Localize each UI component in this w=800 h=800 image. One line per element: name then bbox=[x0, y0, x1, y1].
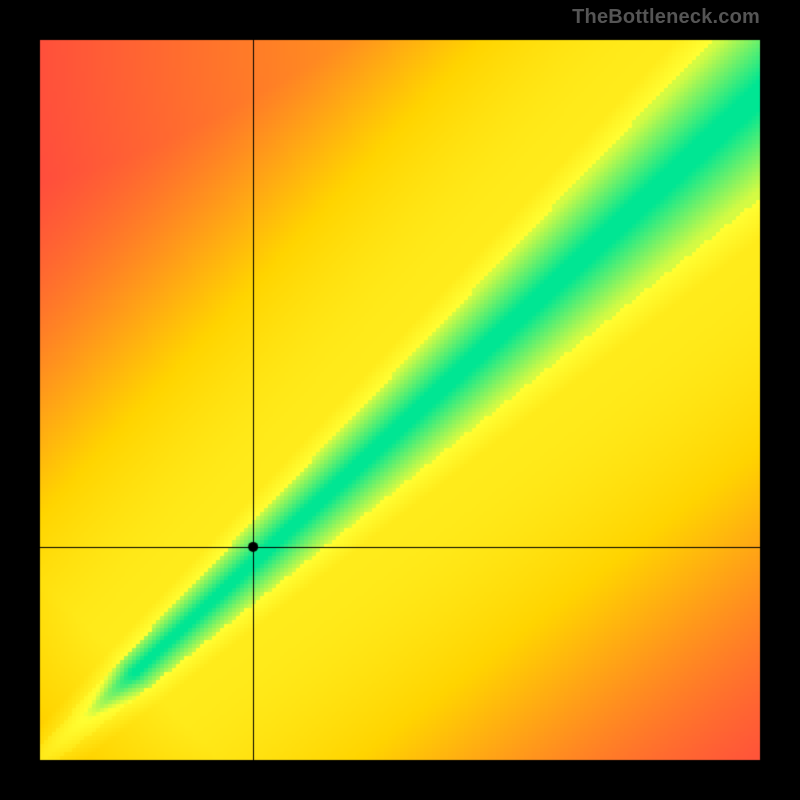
watermark-text: TheBottleneck.com bbox=[572, 6, 760, 29]
bottleneck-heatmap bbox=[0, 0, 800, 800]
chart-container: TheBottleneck.com bbox=[0, 0, 800, 800]
